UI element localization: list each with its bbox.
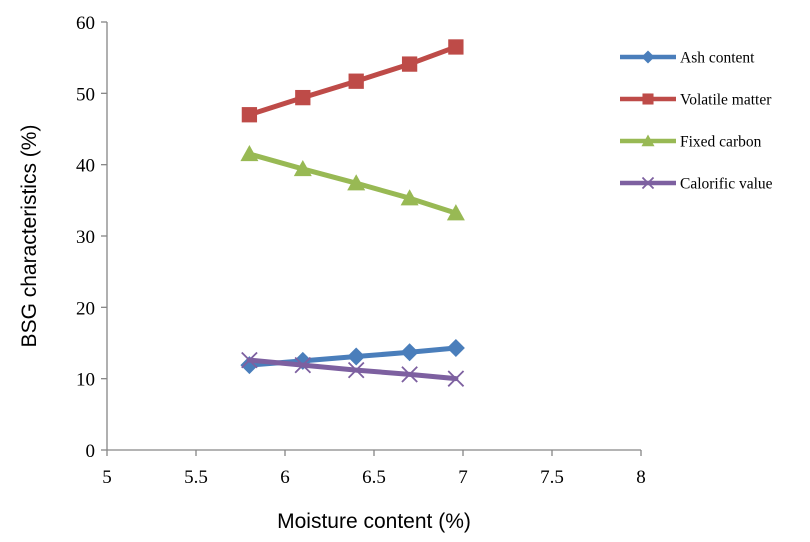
data-point [446,204,465,221]
legend-item: Calorific value [620,176,773,193]
data-point [348,73,364,89]
legend-swatch-marker [641,50,655,64]
legend-item: Volatile matter [620,92,772,109]
y-tick-label: 10 [76,370,95,391]
x-tick-label: 5 [102,467,112,488]
legend-swatch-marker [641,176,655,190]
legend: Ash content Volatile matter Fixed carbon Ca… [620,50,773,193]
data-point [400,189,419,206]
series-volatile-matter [241,39,464,123]
legend-item: Ash content [620,50,755,67]
data-point [400,343,419,362]
y-tick-label: 30 [76,227,95,248]
data-point [240,144,259,162]
y-axis-title: BSG characteristics (%) [18,125,41,348]
data-point [241,107,258,123]
y-tick-label: 60 [76,13,95,34]
x-ticks: 5 5.5 6 6.5 7 7.5 8 [102,450,646,488]
y-tick-label: 20 [76,298,95,319]
y-ticks: 0 10 20 30 40 50 60 [76,13,107,462]
data-point [448,39,464,55]
legend-label: Fixed carbon [680,134,762,151]
axes: 0 10 20 30 40 50 60 5 5.5 6 6.5 7 7.5 8 [76,13,646,488]
data-point [241,351,258,369]
series-layer [240,39,465,387]
data-point [401,366,418,383]
legend-label: Ash content [680,50,755,67]
x-tick-label: 6.5 [362,467,386,488]
y-tick-label: 40 [76,156,95,177]
data-point [347,361,365,379]
data-point [447,370,465,387]
x-tick-label: 7 [458,467,468,488]
series-calorific-value [241,351,465,387]
legend-item: Fixed carbon [620,134,762,151]
y-tick-label: 0 [86,441,96,462]
data-point [347,174,366,191]
x-axis-title: Moisture content (%) [277,510,471,533]
y-tick-label: 50 [76,84,95,105]
data-point [293,159,312,177]
data-point [295,89,311,106]
series-fixed-carbon [240,144,465,221]
x-tick-label: 7.5 [540,467,564,488]
legend-swatch-marker [641,134,655,147]
series-line [246,357,459,382]
data-point [446,338,465,357]
legend-label: Volatile matter [680,92,772,109]
x-tick-label: 8 [636,467,646,488]
x-tick-label: 5.5 [184,467,208,488]
legend-swatch-marker [642,93,654,105]
data-point [347,347,366,366]
legend-label: Calorific value [680,176,773,193]
data-point [401,56,418,72]
data-point [294,356,312,374]
x-tick-label: 6 [280,467,290,488]
